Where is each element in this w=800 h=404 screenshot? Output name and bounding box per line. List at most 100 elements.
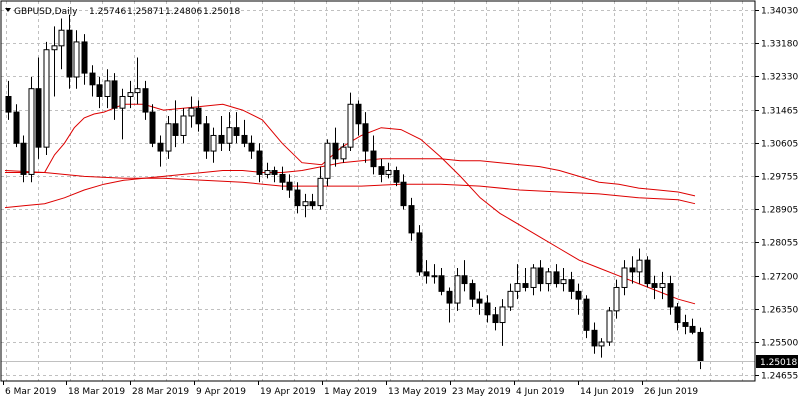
candle-body-down — [195, 107, 202, 125]
candle-body-down — [378, 166, 385, 175]
candle-body-down — [294, 189, 301, 207]
candle-body-down — [157, 142, 164, 152]
candle-body-up — [659, 283, 666, 288]
candle-body-down — [203, 123, 210, 152]
candle-body-down — [400, 181, 407, 207]
candle-body-down — [682, 322, 689, 327]
y-tick-label: 1.28055 — [761, 239, 798, 249]
open-value: 1.25746 — [89, 7, 126, 17]
candle-body-down — [568, 279, 575, 292]
candle-body-down — [469, 283, 476, 300]
candle-body-up — [134, 88, 141, 94]
candle-body-down — [553, 271, 560, 285]
y-tick-label: 1.31465 — [761, 107, 798, 117]
candle-body-down — [355, 103, 362, 125]
x-tick-label: 1 May 2019 — [324, 387, 377, 397]
y-tick-label: 1.29755 — [761, 173, 798, 183]
candle-body-up — [507, 290, 514, 308]
current-price-tag: 1.25018 — [756, 355, 798, 368]
candle-body-down — [362, 123, 369, 152]
candle-body-down — [81, 41, 88, 74]
x-tick-label: 9 Apr 2019 — [196, 387, 246, 397]
candle-body-down — [644, 259, 651, 285]
candle-body-down — [393, 170, 400, 183]
candle-body-down — [537, 267, 544, 285]
candle-body-down — [697, 331, 704, 362]
candle-body-up — [431, 275, 438, 278]
candle-body-down — [241, 134, 248, 144]
candle-body-up — [347, 103, 354, 148]
candle-body-up — [264, 170, 271, 175]
candle-body-up — [43, 49, 50, 148]
candle-body-down — [408, 205, 415, 234]
y-tick-label: 1.24655 — [761, 372, 798, 382]
candle-body-up — [180, 115, 187, 136]
candle-body-up — [58, 29, 65, 47]
candle-body-up — [499, 306, 506, 324]
x-tick-label: 26 Jun 2019 — [644, 387, 698, 397]
candle-body-down — [583, 298, 590, 331]
candle-body-up — [514, 283, 521, 292]
candle-body-up — [621, 267, 628, 288]
candle-body-up — [636, 259, 643, 273]
x-tick-label: 23 May 2019 — [452, 387, 511, 397]
x-tick-label: 28 Mar 2019 — [132, 387, 189, 397]
candle-body-up — [165, 123, 172, 152]
candle-body-up — [210, 134, 217, 152]
candle-body-up — [51, 45, 58, 51]
candle-body-down — [370, 150, 377, 168]
x-tick-label: 14 Jun 2019 — [580, 387, 634, 397]
candle-body-down — [651, 283, 658, 288]
candle-body-down — [332, 142, 339, 160]
candle-body-down — [35, 88, 42, 148]
chart-header: GBPUSD,Daily 1.25746 1.25871 1.24806 1.2… — [5, 7, 240, 17]
y-tick-label: 1.26350 — [761, 306, 798, 316]
candle-body-up — [560, 279, 567, 285]
candle-body-down — [233, 127, 240, 136]
low-value: 1.24806 — [165, 7, 202, 17]
high-value: 1.25871 — [127, 7, 164, 17]
candle-body-down — [111, 80, 118, 109]
candle-body-down — [248, 142, 255, 152]
candle-body-down — [13, 111, 20, 144]
candle-body-up — [613, 286, 620, 312]
candle-body-down — [416, 232, 423, 273]
candle-body-up — [73, 41, 80, 78]
candle-body-up — [454, 275, 461, 304]
candle-body-down — [667, 283, 674, 308]
y-tick-label: 1.28905 — [761, 206, 798, 216]
candle-body-up — [28, 88, 35, 175]
candle-body-down — [256, 150, 263, 175]
candle-body-down — [591, 329, 598, 347]
candle-body-down — [461, 275, 468, 285]
x-tick-label: 19 Apr 2019 — [260, 387, 316, 397]
ma-slow-line — [4, 170, 696, 205]
candle-body-up — [606, 310, 613, 343]
current-price-badge — [756, 355, 798, 368]
candle-body-down — [20, 142, 27, 175]
candle-body-up — [385, 170, 392, 175]
candle-body-down — [218, 134, 225, 144]
x-tick-label: 13 May 2019 — [388, 387, 447, 397]
y-tick-label: 1.32330 — [761, 73, 798, 83]
candle-body-down — [149, 111, 156, 144]
candle-body-down — [96, 84, 103, 97]
candle-body-down — [446, 290, 453, 304]
dropdown-triangle-icon[interactable] — [5, 8, 11, 12]
price-axis[interactable]: 1.34030 1.33180 1.32330 1.31465 1.30605 1.297… — [755, 7, 798, 382]
candle-body-up — [545, 271, 552, 285]
candle-body-down — [271, 170, 278, 175]
candle-body-up — [104, 80, 111, 97]
candle-body-up — [340, 146, 347, 160]
candle-body-down — [279, 173, 286, 183]
x-tick-label: 4 Jun 2019 — [516, 387, 565, 397]
candle-body-down — [674, 306, 681, 324]
symbol-label: GBPUSD,Daily — [14, 7, 78, 17]
candle-body-down — [484, 302, 491, 316]
plot-border — [0, 0, 756, 382]
time-axis[interactable]: 6 Mar 2019 18 Mar 2019 28 Mar 2019 9 Apr 20… — [3, 381, 699, 397]
candle-body-up — [127, 92, 134, 97]
